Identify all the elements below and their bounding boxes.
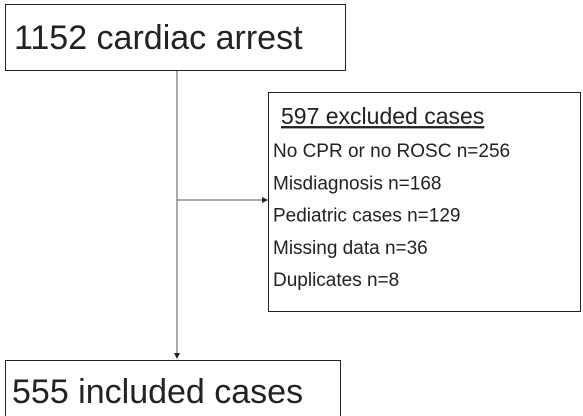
- excluded-item: Pediatric cases n=129: [273, 206, 460, 227]
- excluded-item: No CPR or no ROSC n=256: [273, 141, 510, 162]
- end-box: [5, 360, 341, 416]
- excluded-title: 597 excluded cases: [281, 103, 484, 129]
- start-label: 1152 cardiac arrest: [14, 19, 303, 57]
- start-box: [5, 4, 346, 71]
- excluded-item: Misdiagnosis n=168: [273, 173, 441, 194]
- end-label: 555 included cases: [12, 373, 303, 411]
- excluded-box: [268, 92, 581, 312]
- excluded-items: No CPR or no ROSC n=256 Misdiagnosis n=16…: [273, 141, 510, 291]
- excluded-item: Duplicates n=8: [273, 270, 399, 291]
- excluded-item: Missing data n=36: [273, 238, 428, 259]
